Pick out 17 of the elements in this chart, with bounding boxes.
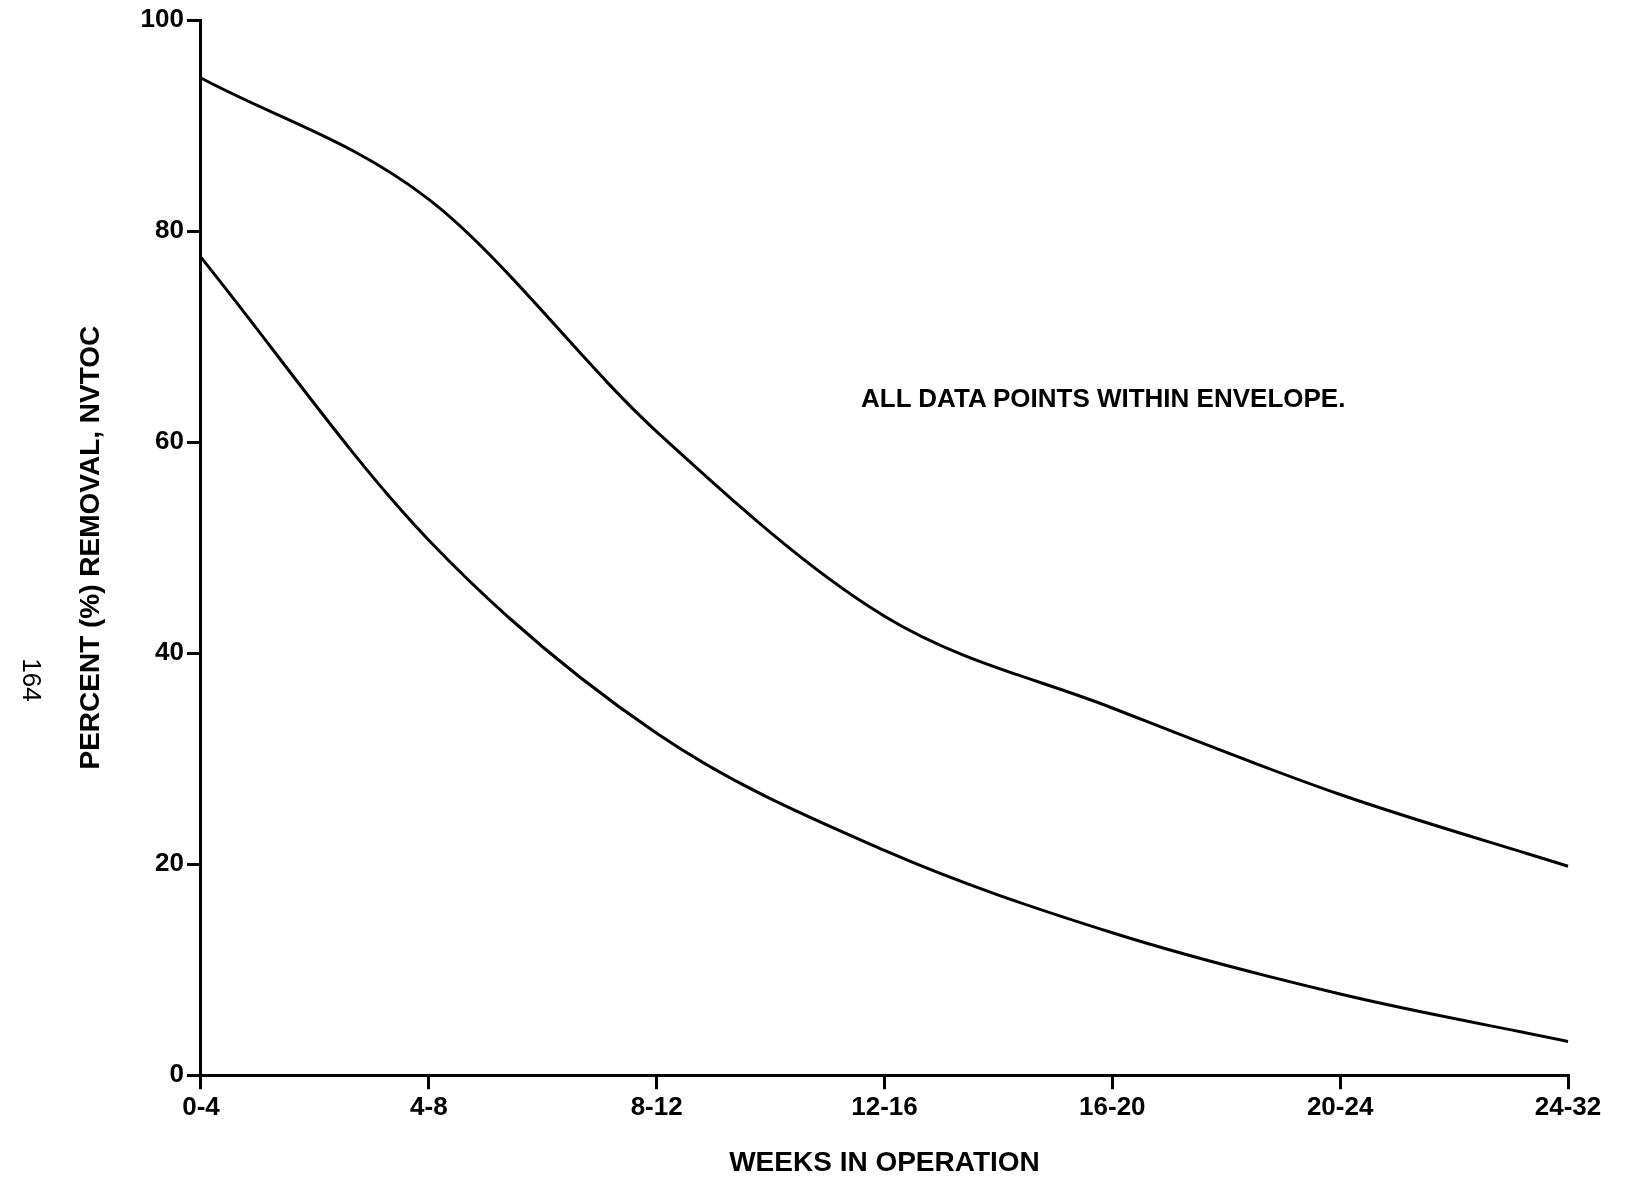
y-tick-label: 60 xyxy=(155,425,184,456)
x-tick-label: 4-8 xyxy=(410,1090,448,1121)
y-axis-title: PERCENT (%) REMOVAL, NVTOC xyxy=(73,325,105,770)
y-tick-label: 80 xyxy=(155,214,184,245)
x-axis-title: WEEKS IN OPERATION xyxy=(729,1145,1040,1177)
x-tick-label: 16-20 xyxy=(1079,1090,1146,1121)
y-tick-label: 100 xyxy=(140,3,184,34)
text: 164 xyxy=(16,658,47,702)
x-tick-label: 24-32 xyxy=(1534,1090,1602,1121)
x-tick-label: 0-4 xyxy=(182,1090,221,1121)
x-tick-label: 20-24 xyxy=(1306,1090,1374,1121)
y-tick-label: 40 xyxy=(155,636,184,667)
y-tick-label: 0 xyxy=(169,1058,184,1089)
annotation: ALL DATA POINTS WITHIN ENVELOPE. xyxy=(861,383,1346,414)
x-tick-label: 12-16 xyxy=(851,1090,918,1121)
y-tick-label: 20 xyxy=(155,847,184,878)
x-tick-label: 8-12 xyxy=(630,1090,683,1121)
